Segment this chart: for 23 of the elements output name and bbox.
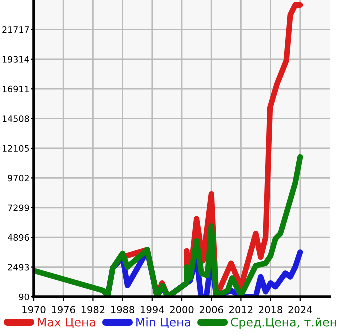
y-tick-label: 2493 <box>8 264 30 271</box>
x-tick-label: 1970 <box>22 306 46 314</box>
x-tick-label: 2018 <box>259 306 283 314</box>
x-tick-label: 2024 <box>288 306 312 314</box>
y-tick-label: 90 <box>19 294 30 300</box>
legend-label: Max Цена <box>38 318 96 328</box>
y-tick-label: 12105 <box>2 145 30 152</box>
x-tick-label: 1988 <box>111 306 135 314</box>
x-tick-label: 1976 <box>52 306 76 314</box>
y-tick-label: 14508 <box>2 116 30 122</box>
x-tick-label: 2006 <box>200 306 224 314</box>
legend-label: Сред.Цена, т.йен <box>231 318 336 330</box>
y-tick-label: 9702 <box>8 175 29 182</box>
legend-label: Min Цена <box>136 318 190 328</box>
x-tick-label: 2012 <box>230 306 253 314</box>
y-tick-label: 4896 <box>8 234 30 242</box>
x-tick-label: 2000 <box>170 306 194 314</box>
y-tick-label: 16911 <box>2 86 30 93</box>
y-tick-label: 21717 <box>2 26 30 34</box>
y-tick-label: 7299 <box>8 204 30 212</box>
x-tick-label: 1994 <box>141 306 164 314</box>
y-tick-label: 19314 <box>2 56 30 63</box>
x-tick-label: 1982 <box>82 306 105 314</box>
